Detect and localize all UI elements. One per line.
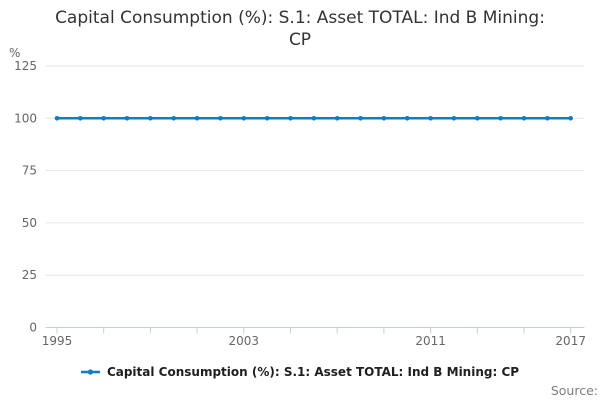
x-tick-label-2011: 2011 [415, 334, 446, 348]
chart-plot-area: 0 25 50 75 100 125% 1995 2003 2011 2017 [9, 46, 586, 348]
series-marker[interactable] [241, 116, 247, 121]
series-marker[interactable] [288, 116, 293, 121]
series-marker[interactable] [54, 116, 60, 121]
series-marker[interactable] [148, 116, 153, 121]
series-marker[interactable] [194, 116, 200, 121]
series-marker[interactable] [475, 116, 480, 121]
chart-title-line-1: Capital Consumption (%): S.1: Asset TOTA… [55, 8, 545, 28]
y-tick-label-100: 100 [14, 111, 37, 125]
series-marker[interactable] [521, 116, 527, 121]
series-marker[interactable] [358, 116, 363, 121]
series-marker[interactable] [264, 116, 270, 121]
series-marker[interactable] [404, 116, 410, 121]
y-tick-label-0: 0 [29, 321, 37, 335]
series-marker[interactable] [498, 116, 503, 121]
series-marker[interactable] [428, 116, 433, 121]
series-marker[interactable] [101, 116, 106, 121]
series-marker[interactable] [124, 116, 130, 121]
chart-title-line-2: CP [288, 30, 312, 50]
series-marker[interactable] [78, 116, 83, 121]
y-tick-label-75: 75 [22, 164, 37, 178]
source-text: Source: [550, 383, 598, 398]
x-tick-label-1995: 1995 [42, 334, 73, 348]
y-tick-label-25: 25 [22, 268, 37, 282]
legend-line-marker-icon [80, 369, 100, 375]
y-tick-label-125: 125 [14, 59, 37, 73]
series-marker[interactable] [451, 116, 457, 121]
series-marker[interactable] [568, 116, 573, 121]
y-tick-label-50: 50 [22, 216, 37, 230]
x-tick-label-2003: 2003 [229, 334, 260, 348]
series-marker[interactable] [545, 116, 550, 121]
series-marker[interactable] [171, 116, 177, 121]
series-marker[interactable] [381, 116, 387, 121]
legend: Capital Consumption (%): S.1: Asset TOTA… [0, 365, 600, 379]
y-axis-unit-label: % [9, 46, 20, 60]
series-marker[interactable] [218, 116, 223, 121]
x-tick-label-2017: 2017 [555, 334, 586, 348]
series-marker[interactable] [311, 116, 317, 121]
series-marker[interactable] [334, 116, 340, 121]
legend-item-label[interactable]: Capital Consumption (%): S.1: Asset TOTA… [106, 365, 520, 379]
chart-title: Capital Consumption (%): S.1: Asset TOTA… [0, 7, 600, 51]
